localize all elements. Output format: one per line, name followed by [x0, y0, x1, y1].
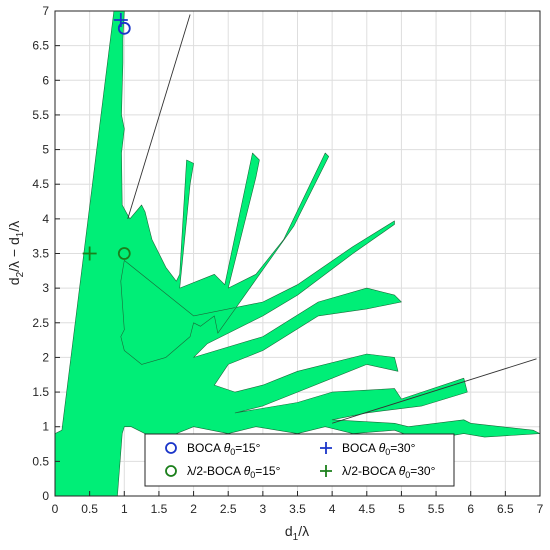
- y-tick-label: 1: [42, 420, 49, 434]
- legend-label-boca-30: BOCA θ0=30°: [342, 441, 416, 457]
- x-tick-label: 4: [329, 502, 336, 516]
- x-tick-label: 3: [260, 502, 267, 516]
- x-tick-label: 2: [190, 502, 197, 516]
- x-tick-label: 5.5: [428, 502, 445, 516]
- guide-line: [332, 358, 537, 424]
- x-tick-label: 5: [398, 502, 405, 516]
- legend-marker-boca-30: [320, 442, 332, 454]
- x-tick-label: 7: [537, 502, 544, 516]
- legend-label-half-boca-15: λ/2-BOCA θ0=15°: [187, 464, 281, 480]
- x-axis-label: d1/λ: [285, 523, 309, 543]
- guide-line: [127, 14, 191, 219]
- y-tick-label: 5: [42, 143, 49, 157]
- y-tick-label: 4: [42, 212, 49, 226]
- y-tick-label: 7: [42, 4, 49, 18]
- y-tick-label: 2: [42, 350, 49, 364]
- y-tick-label: 0.5: [32, 454, 49, 468]
- x-tick-label: 3.5: [289, 502, 306, 516]
- y-tick-label: 4.5: [32, 177, 49, 191]
- legend-label-half-boca-30: λ/2-BOCA θ0=30°: [342, 464, 436, 480]
- x-tick-label: 1: [121, 502, 128, 516]
- legend-marker-half-boca-15: [165, 465, 177, 477]
- y-tick-labels: 0 0.5 1 1.5 2 2.5 3 3.5 4 4.5 5 5.5 6 6.5 7: [32, 4, 60, 503]
- feasible-region-area: [54, 10, 541, 497]
- x-tick-label: 6.5: [497, 502, 514, 516]
- x-tick-label: 6: [467, 502, 474, 516]
- y-tick-label: 6: [42, 73, 49, 87]
- y-tick-label: 2.5: [32, 316, 49, 330]
- legend-marker-half-boca-30: [320, 465, 332, 477]
- data-points: [82, 13, 131, 261]
- legend: BOCA θ0=15° BOCA θ0=30° λ/2-BOCA θ0=15° …: [144, 433, 455, 487]
- x-tick-label: 4.5: [358, 502, 375, 516]
- x-tick-label: 1.5: [151, 502, 168, 516]
- data-point-plus: [82, 246, 97, 261]
- y-tick-label: 5.5: [32, 108, 49, 122]
- y-tick-label: 0: [42, 489, 49, 503]
- data-point-plus: [113, 13, 128, 28]
- data-point-circle: [117, 21, 131, 35]
- legend-marker-boca-15: [165, 442, 177, 454]
- guide-lines: [127, 14, 537, 424]
- y-tick-label: 3: [42, 281, 49, 295]
- x-tick-labels: 0 0.5 1 1.5 2 2.5 3 3.5 4 4.5 5 5.5 6 6.5 7: [52, 491, 544, 516]
- legend-label-boca-15: BOCA θ0=15°: [187, 441, 261, 457]
- y-tick-label: 1.5: [32, 385, 49, 399]
- y-axis-label: d2/λ − d1/λ: [6, 221, 26, 285]
- x-tick-label: 0.5: [81, 502, 98, 516]
- x-tick-label: 2.5: [220, 502, 237, 516]
- y-tick-label: 3.5: [32, 247, 49, 261]
- data-point-circle: [117, 247, 131, 260]
- feasible-region: [54, 10, 541, 497]
- x-tick-label: 0: [52, 502, 59, 516]
- legend-box: [144, 433, 455, 487]
- y-tick-label: 6.5: [32, 39, 49, 53]
